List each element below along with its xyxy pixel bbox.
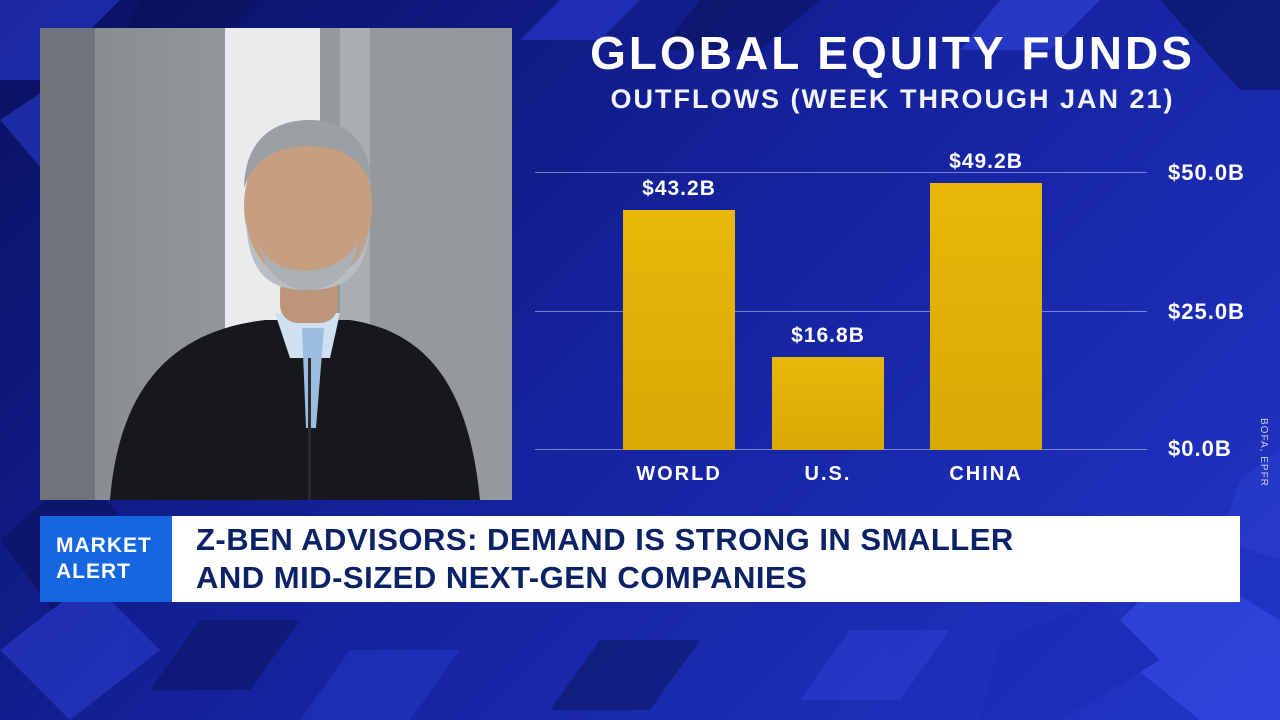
bar-world [623, 210, 735, 450]
headline-bar: Z-BEN ADVISORS: DEMAND IS STRONG IN SMAL… [172, 516, 1240, 602]
ytick-25b: $25.0B [1168, 299, 1245, 324]
ytick-50b: $50.0B [1168, 160, 1245, 185]
category-label-world: WORLD [636, 463, 722, 485]
bar-china [930, 183, 1042, 450]
bar-chart-plot: $43.2B $16.8B $49.2B [535, 150, 1147, 450]
bar-us [772, 357, 884, 450]
market-alert-badge: MARKET ALERT [40, 516, 172, 602]
category-axis: WORLD U.S. CHINA [535, 463, 1147, 489]
badge-line-1: MARKET [56, 534, 152, 557]
category-label-china: CHINA [949, 463, 1023, 485]
chart-panel: GLOBAL EQUITY FUNDS OUTFLOWS (WEEK THROU… [520, 18, 1269, 508]
headline-line-2: AND MID-SIZED NEXT-GEN COMPANIES [196, 560, 808, 595]
bar-group-world: $43.2B [623, 150, 735, 450]
bar-group-us: $16.8B [772, 150, 884, 450]
chart-source-credit: BOFA, EPFR [1258, 418, 1269, 487]
chart-subtitle: OUTFLOWS (WEEK THROUGH JAN 21) [610, 84, 1175, 114]
lower-third-banner: MARKET ALERT Z-BEN ADVISORS: DEMAND IS S… [40, 516, 1240, 602]
badge-line-2: ALERT [56, 560, 131, 583]
bar-value-label: $49.2B [949, 150, 1023, 173]
gridline-25b [535, 311, 1147, 312]
guest-portrait [40, 28, 512, 500]
ytick-0b: $0.0B [1168, 436, 1232, 461]
guest-video-frame [40, 28, 512, 500]
bar-value-label: $43.2B [642, 177, 716, 200]
bar-value-label: $16.8B [791, 324, 865, 347]
headline-line-1: Z-BEN ADVISORS: DEMAND IS STRONG IN SMAL… [196, 522, 1014, 557]
chart-title: GLOBAL EQUITY FUNDS [590, 27, 1195, 79]
gridline-50b [535, 172, 1147, 173]
category-label-us: U.S. [804, 463, 852, 485]
bar-group-china: $49.2B [930, 150, 1042, 450]
